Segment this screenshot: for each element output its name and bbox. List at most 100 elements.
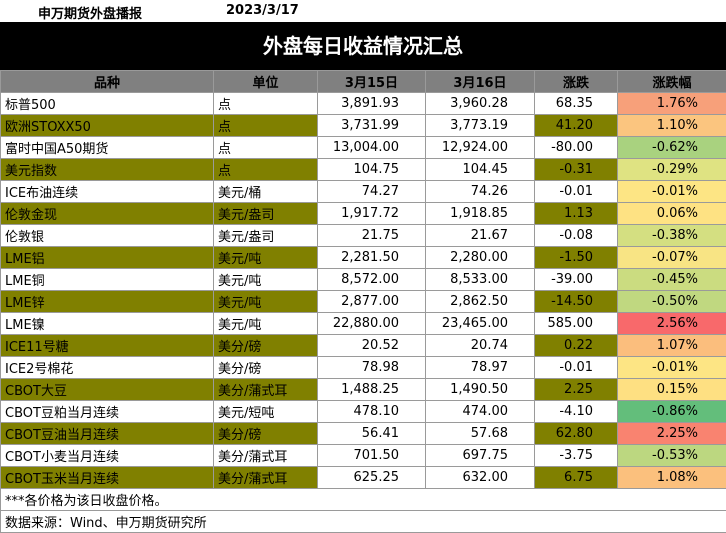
price-mar15: 8,572.00 bbox=[317, 268, 426, 291]
table-row: CBOT大豆 美分/蒲式耳 1,488.25 1,490.50 2.25 0.15% bbox=[0, 378, 726, 401]
price-mar16: 3,960.28 bbox=[425, 92, 535, 115]
unit-cell: 美元/短吨 bbox=[213, 400, 318, 423]
column-header-change: 涨跌 bbox=[534, 70, 618, 93]
price-mar15: 13,004.00 bbox=[317, 136, 426, 159]
unit-cell: 点 bbox=[213, 158, 318, 181]
data-source: 数据来源：Wind、申万期货研究所 bbox=[0, 510, 726, 533]
table-row: ICE布油连续 美元/桶 74.27 74.26 -0.01 -0.01% bbox=[0, 180, 726, 203]
change-cell: 68.35 bbox=[534, 92, 618, 115]
commodity-name: ICE11号糖 bbox=[0, 334, 214, 357]
price-mar15: 3,731.99 bbox=[317, 114, 426, 137]
change-pct-cell: -0.01% bbox=[617, 180, 726, 203]
change-pct-cell: 0.06% bbox=[617, 202, 726, 225]
unit-cell: 美元/盎司 bbox=[213, 202, 318, 225]
price-mar15: 3,891.93 bbox=[317, 92, 426, 115]
change-pct-cell: -0.01% bbox=[617, 356, 726, 379]
footnote-row: ***各价格为该日收盘价格。 bbox=[0, 488, 726, 511]
change-pct-cell: 0.15% bbox=[617, 378, 726, 401]
price-mar15: 20.52 bbox=[317, 334, 426, 357]
price-mar16: 697.75 bbox=[425, 444, 535, 467]
table-row: CBOT豆油当月连续 美分/磅 56.41 57.68 62.80 2.25% bbox=[0, 422, 726, 445]
commodity-name: 富时中国A50期货 bbox=[0, 136, 214, 159]
change-pct-cell: -0.29% bbox=[617, 158, 726, 181]
change-pct-cell: -0.38% bbox=[617, 224, 726, 247]
table-row: LME铝 美元/吨 2,281.50 2,280.00 -1.50 -0.07% bbox=[0, 246, 726, 269]
commodity-name: CBOT豆油当月连续 bbox=[0, 422, 214, 445]
table-row: 美元指数点 104.75 104.45 -0.31 -0.29% bbox=[0, 158, 726, 181]
change-cell: -14.50 bbox=[534, 290, 618, 313]
change-cell: 1.13 bbox=[534, 202, 618, 225]
change-pct-cell: -0.86% bbox=[617, 400, 726, 423]
table-row: 伦敦金现 美元/盎司 1,917.72 1,918.85 1.13 0.06% bbox=[0, 202, 726, 225]
unit-cell: 美元/吨 bbox=[213, 246, 318, 269]
price-mar16: 23,465.00 bbox=[425, 312, 535, 335]
price-mar16: 632.00 bbox=[425, 466, 535, 489]
commodity-name: LME锌 bbox=[0, 290, 214, 313]
unit-cell: 美分/磅 bbox=[213, 334, 318, 357]
change-cell: 585.00 bbox=[534, 312, 618, 335]
table-row: ICE2号棉花 美分/磅 78.98 78.97 -0.01 -0.01% bbox=[0, 356, 726, 379]
unit-cell: 美分/磅 bbox=[213, 356, 318, 379]
unit-cell: 美元/桶 bbox=[213, 180, 318, 203]
table-row: ICE11号糖 美分/磅 20.52 20.74 0.22 1.07% bbox=[0, 334, 726, 357]
column-header-change-pct: 涨跌幅 bbox=[617, 70, 726, 93]
change-pct-cell: 1.07% bbox=[617, 334, 726, 357]
price-mar15: 625.25 bbox=[317, 466, 426, 489]
commodity-name: CBOT大豆 bbox=[0, 378, 214, 401]
change-pct-cell: -0.62% bbox=[617, 136, 726, 159]
price-mar15: 104.75 bbox=[317, 158, 426, 181]
price-mar16: 3,773.19 bbox=[425, 114, 535, 137]
table-row: CBOT玉米当月连续 美分/蒲式耳 625.25 632.00 6.75 1.08% bbox=[0, 466, 726, 489]
change-cell: 62.80 bbox=[534, 422, 618, 445]
table-row: CBOT小麦当月连续 美分/蒲式耳 701.50 697.75 -3.75 -0.53% bbox=[0, 444, 726, 467]
page-title: 外盘每日收益情况汇总 bbox=[0, 22, 726, 71]
unit-cell: 美元/盎司 bbox=[213, 224, 318, 247]
price-mar15: 78.98 bbox=[317, 356, 426, 379]
price-mar15: 21.75 bbox=[317, 224, 426, 247]
change-cell: -0.31 bbox=[534, 158, 618, 181]
price-mar16: 104.45 bbox=[425, 158, 535, 181]
price-mar15: 2,281.50 bbox=[317, 246, 426, 269]
change-cell: 0.22 bbox=[534, 334, 618, 357]
price-mar15: 2,877.00 bbox=[317, 290, 426, 313]
change-cell: 6.75 bbox=[534, 466, 618, 489]
commodity-name: CBOT小麦当月连续 bbox=[0, 444, 214, 467]
change-cell: 41.20 bbox=[534, 114, 618, 137]
change-pct-cell: -0.50% bbox=[617, 290, 726, 313]
unit-cell: 点 bbox=[213, 136, 318, 159]
price-mar15: 1,917.72 bbox=[317, 202, 426, 225]
table-row: LME铜 美元/吨 8,572.00 8,533.00 -39.00 -0.45% bbox=[0, 268, 726, 291]
change-pct-cell: -0.45% bbox=[617, 268, 726, 291]
table-row: 伦敦银 美元/盎司 21.75 21.67 -0.08 -0.38% bbox=[0, 224, 726, 247]
change-pct-cell: 1.76% bbox=[617, 92, 726, 115]
change-cell: -0.01 bbox=[534, 356, 618, 379]
price-mar16: 12,924.00 bbox=[425, 136, 535, 159]
unit-cell: 点 bbox=[213, 92, 318, 115]
table-row: CBOT豆粕当月连续 美元/短吨 478.10 474.00 -4.10 -0.86% bbox=[0, 400, 726, 423]
footnote-spacer bbox=[213, 488, 726, 511]
table-row: LME锌 美元/吨 2,877.00 2,862.50 -14.50 -0.50% bbox=[0, 290, 726, 313]
unit-cell: 美分/磅 bbox=[213, 422, 318, 445]
unit-cell: 美分/蒲式耳 bbox=[213, 466, 318, 489]
change-pct-cell: 2.56% bbox=[617, 312, 726, 335]
price-mar16: 2,862.50 bbox=[425, 290, 535, 313]
price-mar16: 1,490.50 bbox=[425, 378, 535, 401]
price-mar16: 8,533.00 bbox=[425, 268, 535, 291]
price-mar15: 22,880.00 bbox=[317, 312, 426, 335]
commodity-name: 标普500 bbox=[0, 92, 214, 115]
price-mar16: 78.97 bbox=[425, 356, 535, 379]
column-header-mar16: 3月16日 bbox=[425, 70, 535, 93]
column-header-mar15: 3月15日 bbox=[317, 70, 426, 93]
change-pct-cell: -0.07% bbox=[617, 246, 726, 269]
price-mar15: 56.41 bbox=[317, 422, 426, 445]
change-cell: -1.50 bbox=[534, 246, 618, 269]
unit-cell: 点 bbox=[213, 114, 318, 137]
change-cell: -80.00 bbox=[534, 136, 618, 159]
footnote: ***各价格为该日收盘价格。 bbox=[0, 488, 214, 511]
change-pct-cell: 1.08% bbox=[617, 466, 726, 489]
change-pct-cell: 1.10% bbox=[617, 114, 726, 137]
column-header-unit: 单位 bbox=[213, 70, 318, 93]
unit-cell: 美元/吨 bbox=[213, 268, 318, 291]
commodity-name: ICE布油连续 bbox=[0, 180, 214, 203]
unit-cell: 美分/蒲式耳 bbox=[213, 444, 318, 467]
